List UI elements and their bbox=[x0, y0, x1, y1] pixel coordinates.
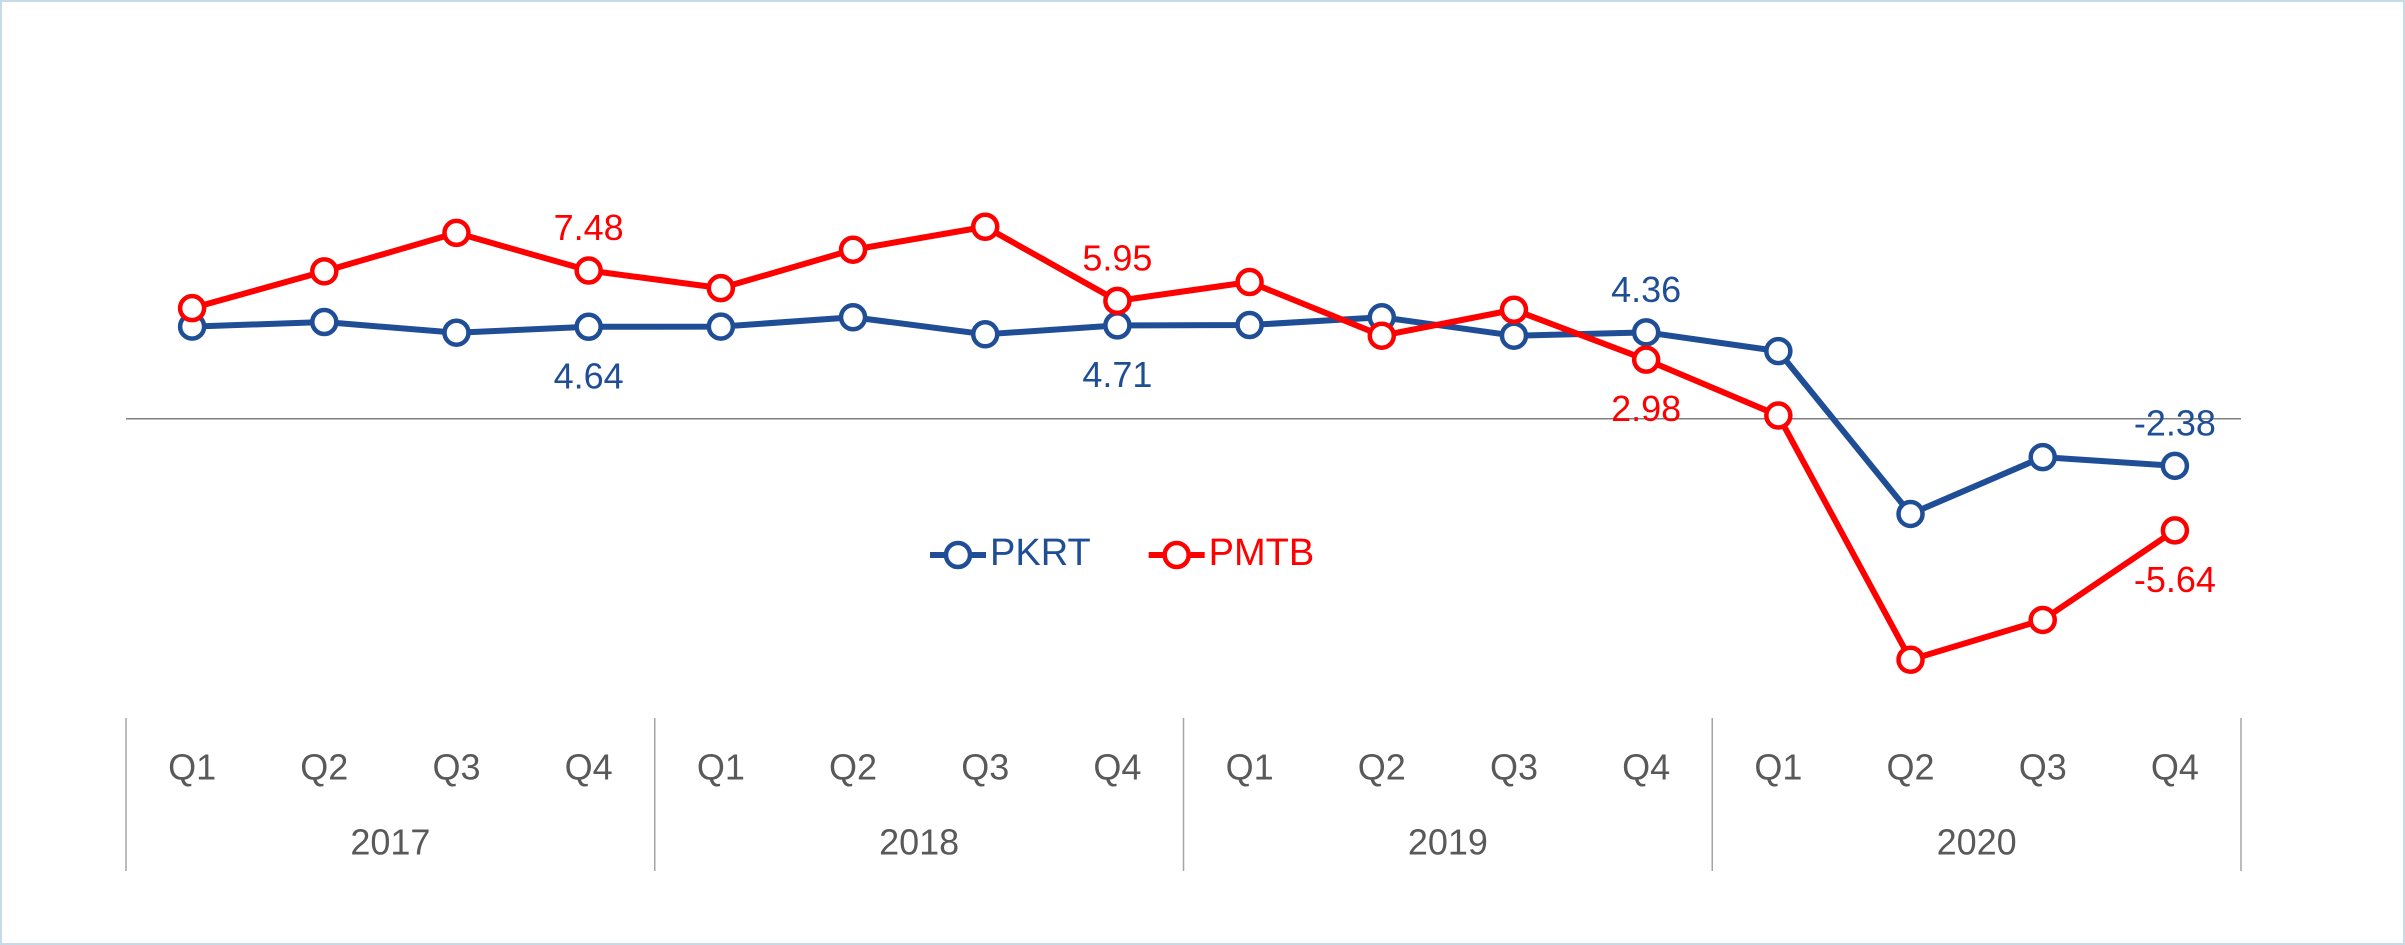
point-marker bbox=[2160, 451, 2190, 481]
x-tick-label: Q2 bbox=[1887, 747, 1935, 788]
x-tick-label: Q1 bbox=[1754, 747, 1802, 788]
x-tick-label: Q4 bbox=[565, 747, 613, 788]
point-marker bbox=[1764, 336, 1793, 366]
x-tick-label: Q3 bbox=[1490, 747, 1538, 788]
point-marker bbox=[1235, 310, 1264, 340]
x-tick-label: Q3 bbox=[432, 747, 480, 788]
point-marker bbox=[1631, 318, 1661, 347]
data-label: -5.64 bbox=[2134, 559, 2216, 600]
point-marker bbox=[442, 318, 471, 347]
point-marker bbox=[442, 218, 471, 248]
point-marker bbox=[177, 293, 207, 323]
point-marker bbox=[1367, 321, 1397, 350]
x-group-label: 2019 bbox=[1408, 822, 1488, 863]
legend-marker bbox=[943, 540, 973, 570]
point-marker bbox=[574, 312, 603, 342]
point-marker bbox=[1499, 295, 1529, 324]
x-tick-label: Q4 bbox=[1093, 747, 1141, 788]
point-marker bbox=[1103, 311, 1132, 340]
point-marker bbox=[706, 273, 736, 303]
x-tick-label: Q3 bbox=[2019, 747, 2067, 788]
x-tick-label: Q4 bbox=[1622, 747, 1670, 788]
point-marker bbox=[2028, 442, 2057, 472]
legend-label: PKRT bbox=[990, 532, 1091, 574]
x-tick-label: Q4 bbox=[2151, 747, 2199, 788]
x-tick-label: Q2 bbox=[829, 747, 877, 788]
legend-marker bbox=[1162, 540, 1191, 570]
point-marker bbox=[310, 307, 339, 337]
x-tick-label: Q2 bbox=[300, 747, 348, 788]
data-label: 4.36 bbox=[1611, 269, 1681, 310]
data-label: 7.48 bbox=[554, 207, 624, 248]
point-marker bbox=[2160, 516, 2190, 545]
point-marker bbox=[838, 235, 868, 264]
x-group-label: 2020 bbox=[1937, 822, 2017, 863]
point-marker bbox=[838, 303, 868, 332]
x-group-label: 2017 bbox=[350, 822, 430, 863]
data-label: -2.38 bbox=[2134, 402, 2216, 443]
point-marker bbox=[970, 212, 1000, 242]
point-marker bbox=[1896, 499, 1925, 529]
data-label: 4.71 bbox=[1082, 354, 1152, 395]
data-label: 5.95 bbox=[1082, 237, 1152, 278]
point-marker bbox=[310, 257, 339, 286]
series-line bbox=[191, 314, 2176, 517]
point-marker bbox=[706, 312, 736, 341]
point-marker bbox=[1764, 401, 1793, 430]
point-marker bbox=[1235, 267, 1264, 297]
x-tick-label: Q2 bbox=[1358, 747, 1406, 788]
data-label: 4.64 bbox=[554, 355, 624, 396]
point-marker bbox=[2028, 605, 2057, 635]
x-tick-label: Q1 bbox=[168, 747, 216, 788]
series-line bbox=[191, 223, 2177, 663]
point-marker bbox=[1499, 321, 1529, 350]
point-marker bbox=[1896, 645, 1925, 675]
x-tick-label: Q3 bbox=[961, 747, 1009, 788]
point-marker bbox=[1631, 345, 1661, 374]
point-marker bbox=[970, 320, 1000, 349]
x-group-label: 2018 bbox=[879, 822, 959, 863]
x-tick-label: Q1 bbox=[697, 747, 745, 788]
data-label: 2.98 bbox=[1611, 388, 1681, 429]
legend-label: PMTB bbox=[1209, 532, 1315, 574]
point-marker bbox=[574, 256, 603, 285]
x-tick-label: Q1 bbox=[1226, 747, 1274, 788]
point-marker bbox=[1103, 286, 1132, 316]
